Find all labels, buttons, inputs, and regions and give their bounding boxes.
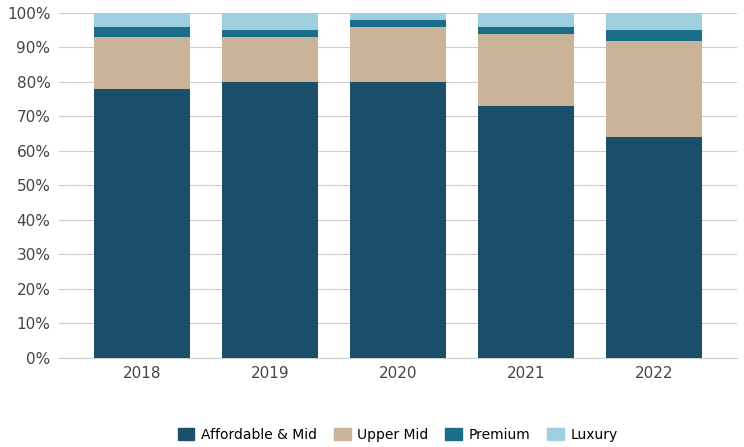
Bar xyxy=(606,137,702,358)
Bar xyxy=(478,106,574,358)
Bar xyxy=(222,13,318,30)
Bar xyxy=(350,20,446,27)
Bar xyxy=(94,13,190,27)
Bar xyxy=(222,82,318,358)
Bar xyxy=(350,82,446,358)
Bar xyxy=(94,27,190,37)
Bar xyxy=(478,27,574,34)
Bar xyxy=(222,37,318,82)
Bar xyxy=(478,13,574,27)
Bar xyxy=(606,30,702,41)
Bar xyxy=(94,37,190,89)
Bar xyxy=(606,41,702,137)
Bar xyxy=(94,89,190,358)
Bar xyxy=(606,13,702,30)
Bar xyxy=(350,27,446,82)
Bar xyxy=(478,34,574,106)
Legend: Affordable & Mid, Upper Mid, Premium, Luxury: Affordable & Mid, Upper Mid, Premium, Lu… xyxy=(172,422,623,447)
Bar xyxy=(222,30,318,37)
Bar xyxy=(350,13,446,20)
